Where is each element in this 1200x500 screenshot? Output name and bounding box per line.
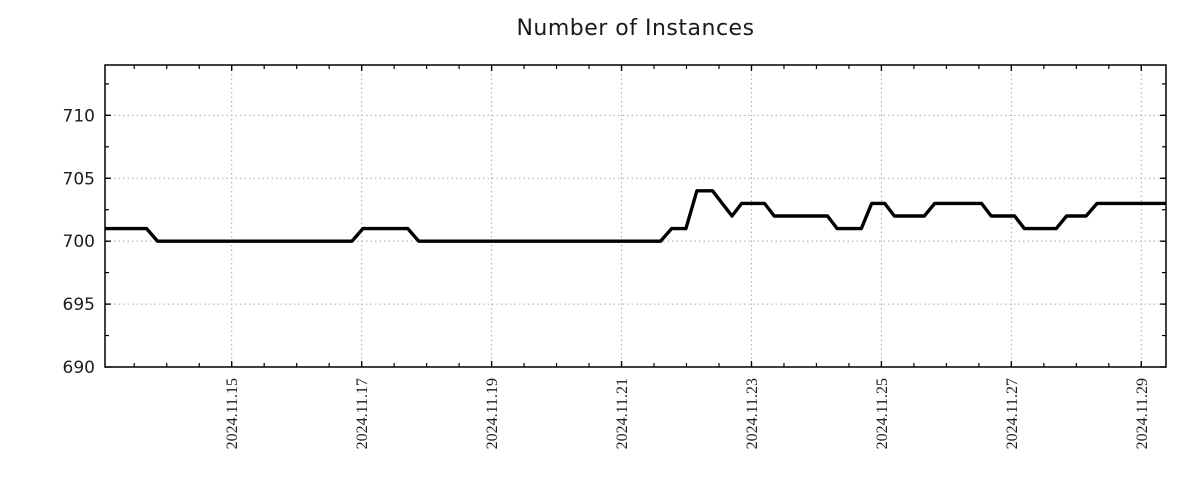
y-tick-label: 695 [63, 295, 95, 315]
x-tick-label: 2024.11.19 [484, 378, 501, 449]
y-tick-label: 690 [63, 358, 95, 378]
y-tick-label: 710 [63, 106, 95, 126]
x-tick-label: 2024.11.23 [744, 378, 761, 449]
series-line [105, 189, 1166, 243]
x-tick-label: 2024.11.25 [874, 378, 891, 449]
x-tick-label: 2024.11.21 [614, 378, 631, 449]
x-tick-label: 2024.11.29 [1134, 378, 1151, 449]
chart-title: Number of Instances [516, 16, 755, 41]
y-tick-label: 700 [63, 232, 95, 252]
x-tick-label: 2024.11.17 [354, 378, 371, 449]
x-tick-label: 2024.11.15 [224, 378, 241, 449]
x-tick-label: 2024.11.27 [1004, 378, 1021, 449]
y-tick-label: 705 [63, 169, 95, 189]
plot-frame [104, 64, 1167, 368]
